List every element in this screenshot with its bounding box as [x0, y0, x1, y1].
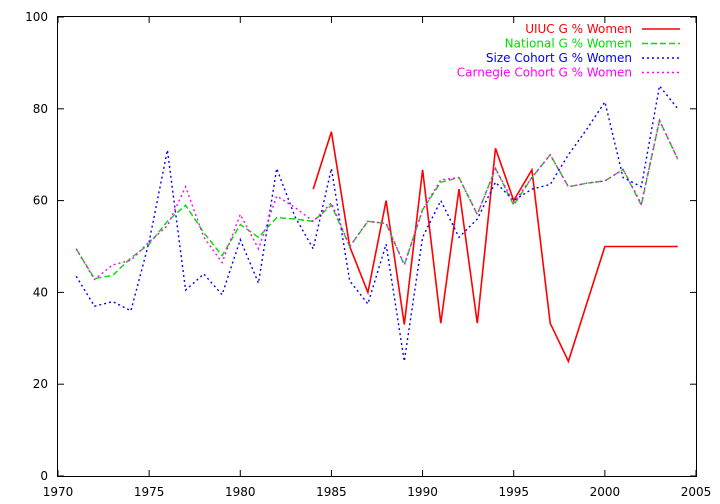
y-tick-label: 0	[40, 469, 48, 483]
series-line-4	[75, 118, 679, 281]
legend-label: Size Cohort G % Women	[486, 51, 632, 65]
x-tick-label: 1980	[225, 485, 256, 499]
y-tick-label: 100	[25, 10, 48, 24]
plot-frame	[57, 16, 697, 477]
x-tick-label: 2005	[681, 485, 712, 499]
y-tick-label: 80	[33, 102, 48, 116]
x-tick-label: 1990	[407, 485, 438, 499]
y-tick-label: 20	[33, 377, 48, 391]
y-tick-label: 60	[33, 194, 48, 208]
legend-label: National G % Women	[505, 37, 632, 51]
series-line-2	[75, 118, 679, 280]
x-tick-label: 1995	[498, 485, 529, 499]
series-lines	[75, 84, 679, 364]
series-line-1	[312, 131, 678, 364]
axis-ticks: 1970 1975 1980 1985 1990 1995 2000 2005 0 20 40 60 8…	[25, 10, 711, 499]
x-tick-label: 1970	[43, 485, 74, 499]
x-tick-label: 2000	[590, 485, 621, 499]
x-tick-label: 1975	[134, 485, 165, 499]
y-tick-label: 40	[33, 285, 48, 299]
legend-label: UIUC G % Women	[525, 22, 632, 36]
legend-label: Carnegie Cohort G % Women	[457, 66, 632, 80]
x-tick-label: 1985	[316, 485, 347, 499]
